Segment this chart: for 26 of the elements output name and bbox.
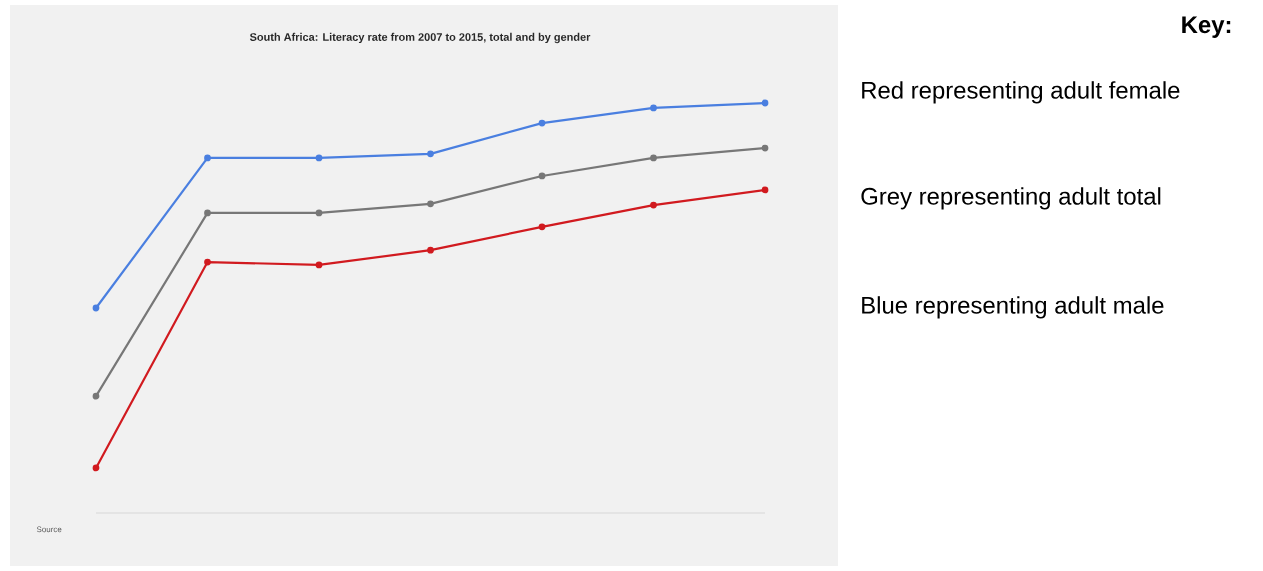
point: [315, 154, 323, 162]
point: [650, 154, 657, 162]
point: [92, 464, 100, 472]
point: [204, 154, 211, 162]
point: [315, 261, 323, 269]
point: [92, 392, 100, 400]
text: Red representing adult female: [862, 81, 1180, 104]
text: Blue representing adult male: [862, 296, 1164, 319]
chart-title: South Africa: Literacy rate from 2007 to 2015, total and by gender: [249, 32, 591, 44]
point: [204, 258, 211, 266]
point: [761, 186, 769, 194]
point: [761, 99, 769, 107]
point: [650, 201, 657, 209]
point: [427, 200, 434, 208]
point: [427, 150, 434, 158]
point: [204, 209, 211, 217]
point: [538, 119, 546, 127]
point: [761, 144, 769, 152]
point: [92, 304, 100, 312]
point: [650, 104, 657, 112]
point: [427, 246, 434, 254]
text: Key:: [1182, 16, 1231, 38]
point: [538, 172, 546, 180]
point: [315, 209, 323, 217]
text: Grey representing adult total: [861, 187, 1161, 210]
point: [538, 223, 546, 231]
